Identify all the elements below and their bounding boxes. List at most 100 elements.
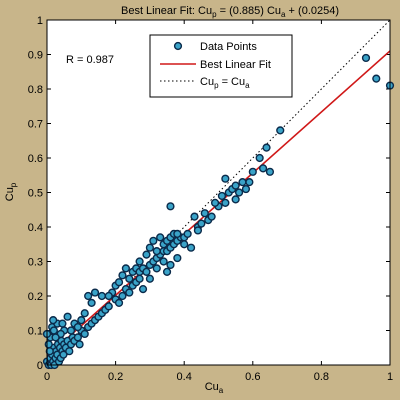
tick-labels: 0 0.2 0.4 0.6 0.8 1 0 0.1 0.2 0.3 0.4 0.5 0.6 0.7 0.8 0… bbox=[28, 15, 393, 383]
data-point bbox=[221, 174, 230, 183]
data-point bbox=[180, 240, 189, 249]
x-tick-label: 0.2 bbox=[108, 371, 123, 383]
data-point bbox=[248, 167, 257, 176]
data-point bbox=[84, 291, 93, 301]
data-point bbox=[65, 347, 74, 356]
data-point bbox=[173, 253, 182, 263]
x-tick-label: 0.4 bbox=[177, 371, 192, 383]
data-point bbox=[149, 236, 158, 245]
y-tick-label: 0.4 bbox=[28, 222, 43, 234]
data-point bbox=[142, 267, 151, 276]
data-point bbox=[73, 333, 82, 342]
data-point bbox=[114, 298, 124, 308]
data-point bbox=[245, 178, 254, 187]
r-annotation: R = 0.987 bbox=[66, 54, 114, 66]
legend: Data Points Best Linear Fit Cup = Cua bbox=[149, 34, 293, 98]
y-tick-label: 0.8 bbox=[28, 84, 43, 96]
data-point bbox=[104, 302, 113, 311]
data-point bbox=[80, 309, 89, 318]
y-tick-label: 0.5 bbox=[28, 188, 43, 200]
plot-frame bbox=[46, 19, 391, 366]
y-tick-label: 0 bbox=[37, 360, 43, 372]
data-point bbox=[135, 257, 144, 266]
legend-box bbox=[149, 34, 293, 98]
y-tick-label: 0.3 bbox=[28, 257, 43, 269]
data-point bbox=[166, 202, 175, 211]
data-point bbox=[276, 126, 285, 135]
data-point bbox=[114, 278, 124, 287]
y-tick-label: 1 bbox=[37, 15, 43, 27]
data-point bbox=[265, 167, 275, 176]
data-point bbox=[361, 53, 371, 63]
data-point bbox=[262, 143, 271, 152]
x-tick-label: 1 bbox=[387, 371, 393, 383]
data-point bbox=[125, 288, 134, 297]
data-point bbox=[372, 74, 381, 83]
data-point bbox=[87, 298, 96, 308]
data-point bbox=[118, 291, 127, 301]
data-point bbox=[234, 188, 244, 197]
data-point bbox=[241, 184, 251, 194]
x-tick-label: 0.8 bbox=[314, 371, 329, 383]
data-point bbox=[49, 326, 58, 335]
data-point bbox=[162, 267, 172, 276]
data-point bbox=[63, 312, 72, 321]
data-point bbox=[258, 164, 268, 173]
data-point bbox=[152, 264, 161, 273]
legend-label-data-points: Data Points bbox=[200, 41, 257, 53]
legend-label-best-fit: Best Linear Fit bbox=[200, 59, 271, 71]
y-tick-label: 0.6 bbox=[28, 153, 43, 165]
legend-label-identity: Cup = Cua bbox=[200, 76, 250, 90]
data-point bbox=[44, 340, 53, 349]
data-point bbox=[118, 271, 127, 280]
data-point bbox=[49, 316, 58, 325]
x-tick-label: 0.6 bbox=[245, 371, 260, 383]
data-point bbox=[75, 340, 84, 349]
data-point bbox=[66, 326, 76, 335]
data-points bbox=[42, 53, 395, 370]
x-axis-label: Cua bbox=[205, 381, 224, 395]
data-point bbox=[104, 291, 113, 301]
data-point bbox=[186, 243, 196, 252]
data-point bbox=[238, 178, 247, 187]
data-point bbox=[77, 316, 86, 325]
data-point bbox=[173, 229, 182, 239]
data-point bbox=[255, 153, 264, 163]
data-point bbox=[200, 209, 209, 218]
y-axis-label: Cup bbox=[4, 182, 18, 201]
y-tick-label: 0.9 bbox=[28, 50, 43, 62]
data-point bbox=[135, 274, 144, 283]
data-point bbox=[138, 285, 148, 294]
data-point bbox=[183, 229, 192, 239]
data-point bbox=[231, 195, 240, 204]
data-point bbox=[193, 226, 203, 235]
data-point bbox=[166, 260, 175, 270]
data-point bbox=[59, 350, 68, 359]
chart-title: Best Linear Fit: Cup = (0.885) Cua + (0.… bbox=[121, 5, 339, 19]
data-point bbox=[221, 198, 230, 207]
data-point bbox=[90, 288, 100, 297]
data-point bbox=[207, 212, 216, 221]
data-point bbox=[142, 250, 151, 259]
data-point bbox=[152, 247, 161, 256]
y-tick-label: 0.1 bbox=[28, 326, 43, 338]
data-point bbox=[145, 243, 155, 252]
data-point bbox=[125, 274, 134, 283]
data-point bbox=[58, 319, 67, 328]
data-point bbox=[73, 322, 82, 332]
data-point bbox=[121, 264, 130, 273]
data-point bbox=[51, 333, 60, 342]
data-point bbox=[156, 233, 165, 242]
x-tick-label: 0 bbox=[44, 371, 50, 383]
y-tick-label: 0.2 bbox=[28, 291, 43, 303]
data-point bbox=[159, 257, 168, 266]
y-tick-label: 0.7 bbox=[28, 119, 43, 131]
data-point bbox=[231, 181, 240, 190]
data-point bbox=[190, 212, 199, 221]
data-point bbox=[217, 191, 227, 201]
data-point bbox=[97, 291, 106, 301]
data-point bbox=[210, 198, 220, 207]
data-point bbox=[197, 219, 206, 228]
data-point bbox=[145, 274, 155, 283]
